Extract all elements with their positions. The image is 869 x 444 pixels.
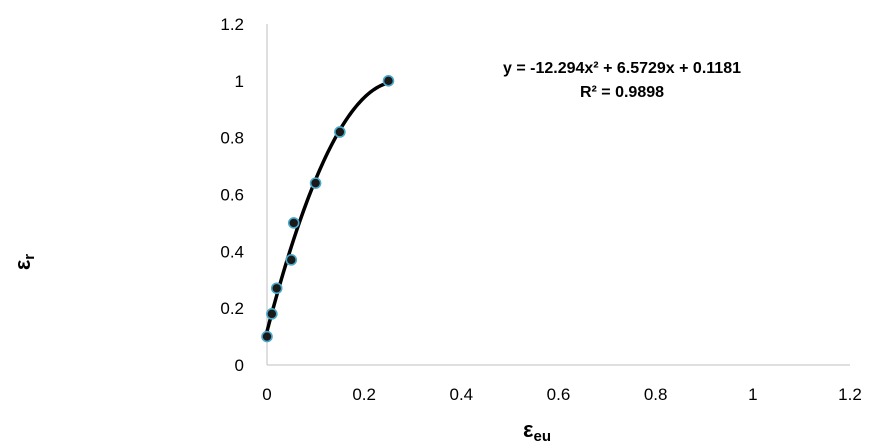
x-tick-label: 0.6 bbox=[547, 385, 571, 404]
y-tick-labels: 0 0.2 0.4 0.6 0.8 1 1.2 bbox=[220, 15, 244, 375]
y-tick-label: 1 bbox=[235, 72, 244, 91]
data-point bbox=[266, 308, 278, 320]
x-axis-label: εeu bbox=[523, 417, 551, 444]
y-axis-label-sub: r bbox=[21, 254, 38, 260]
y-tick-label: 0.6 bbox=[220, 186, 244, 205]
data-point bbox=[287, 217, 300, 229]
data-point bbox=[261, 330, 273, 343]
data-points bbox=[261, 75, 395, 343]
x-tick-label: 1.2 bbox=[838, 385, 862, 404]
data-point bbox=[270, 282, 283, 295]
x-tick-label: 0.8 bbox=[644, 385, 668, 404]
x-axis-label-main: ε bbox=[523, 417, 534, 442]
y-tick-label: 0.4 bbox=[220, 242, 244, 261]
trendline-r-squared: R² = 0.9898 bbox=[580, 84, 664, 101]
data-point bbox=[285, 254, 298, 266]
x-tick-label: 0.4 bbox=[450, 385, 474, 404]
y-tick-label: 0.2 bbox=[220, 299, 244, 318]
data-point bbox=[382, 75, 395, 87]
axes bbox=[266, 24, 850, 366]
x-tick-labels: 0 0.2 0.4 0.6 0.8 1 1.2 bbox=[262, 385, 862, 404]
x-tick-label: 0 bbox=[262, 385, 271, 404]
y-axis-label: εr bbox=[10, 254, 38, 270]
y-tick-label: 0 bbox=[235, 356, 244, 375]
y-tick-label: 1.2 bbox=[220, 15, 244, 34]
y-axis-label-main: ε bbox=[10, 259, 35, 270]
x-tick-label: 0.2 bbox=[352, 385, 376, 404]
trendline bbox=[265, 81, 391, 334]
data-point bbox=[309, 177, 322, 189]
y-axis-label-group: εr bbox=[10, 254, 38, 270]
y-tick-label: 0.8 bbox=[220, 129, 244, 148]
x-tick-label: 1 bbox=[748, 385, 757, 404]
trendline-equation: y = -12.294x² + 6.5729x + 0.1181 bbox=[503, 60, 741, 77]
data-point bbox=[334, 126, 346, 138]
x-axis-label-sub: eu bbox=[533, 428, 551, 444]
